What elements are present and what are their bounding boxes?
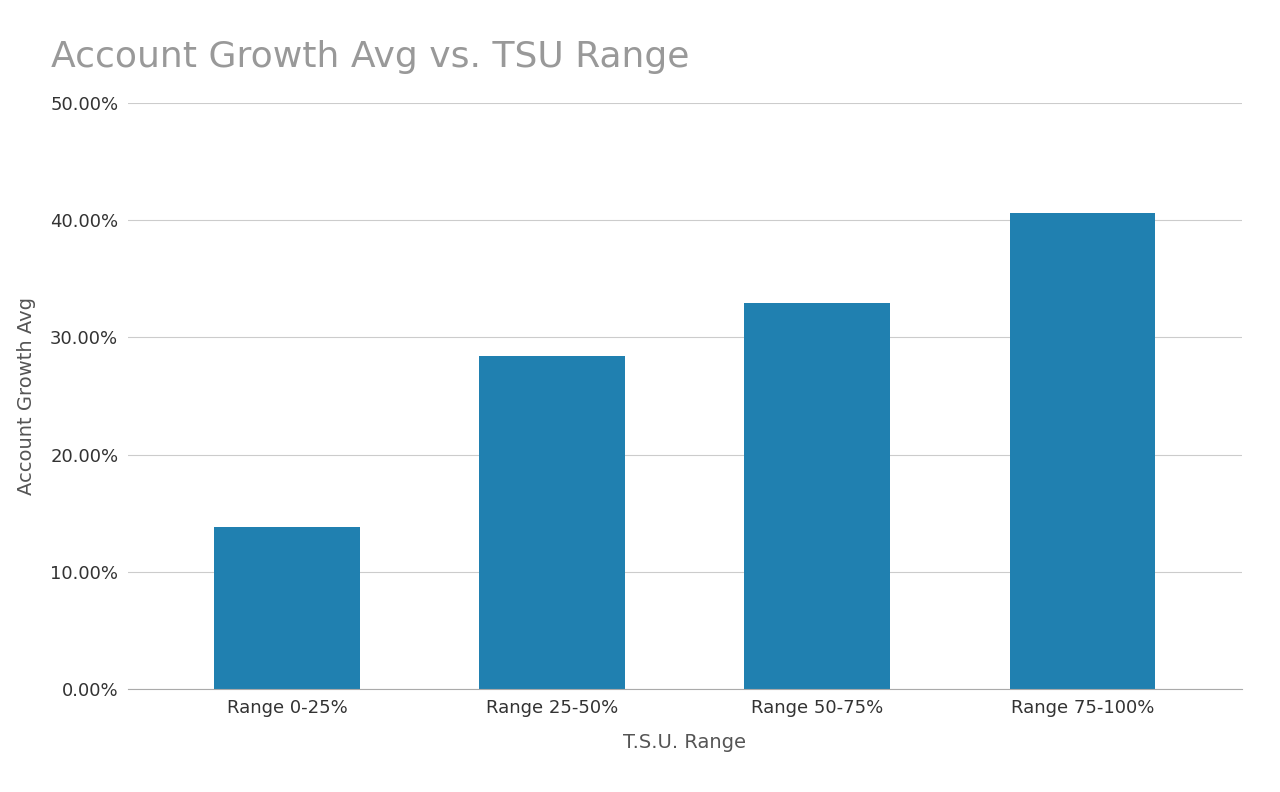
Y-axis label: Account Growth Avg: Account Growth Avg [17, 297, 36, 495]
Text: Account Growth Avg vs. TSU Range: Account Growth Avg vs. TSU Range [51, 40, 690, 74]
Bar [214, 527, 360, 689]
Bar [479, 356, 625, 689]
Bar [745, 303, 891, 689]
Bar [1010, 213, 1156, 689]
X-axis label: T.S.U. Range: T.S.U. Range [623, 733, 746, 752]
